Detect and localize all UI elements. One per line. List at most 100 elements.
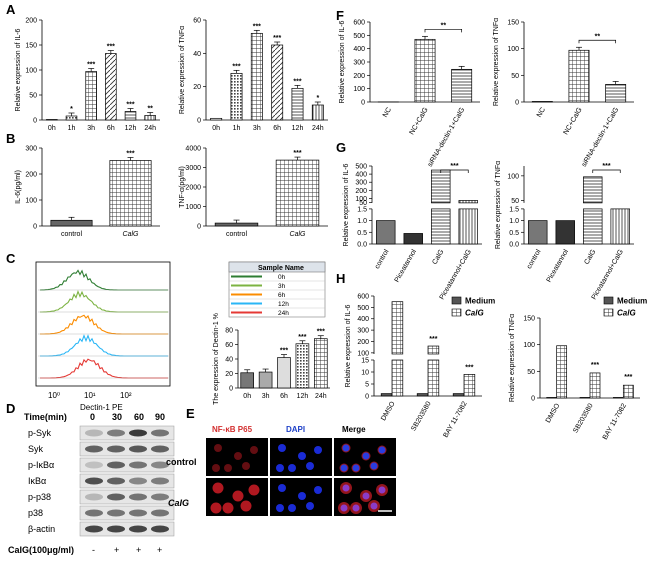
chart-F2-ytick-label: 100 bbox=[507, 46, 519, 53]
wb-band bbox=[85, 510, 103, 517]
chart-G1-ytick-label: 300 bbox=[355, 180, 367, 187]
chart-G1-ytick-label: 400 bbox=[355, 172, 367, 179]
if-cell-red bbox=[233, 491, 244, 502]
chart-H1-ytick-label: 600 bbox=[357, 294, 369, 301]
if-nucleus-merge bbox=[371, 463, 378, 470]
wb-band bbox=[107, 494, 125, 501]
if-cell-red bbox=[250, 446, 258, 454]
wb-band bbox=[151, 446, 169, 453]
wb-band bbox=[85, 446, 103, 453]
chart-H2-y-label: Relative expression of TNFα bbox=[509, 314, 516, 402]
chart-F2-bar bbox=[569, 50, 589, 102]
if-nucleus-blue bbox=[306, 462, 314, 470]
chart-C-bar bbox=[296, 344, 309, 388]
chart-G1-bracket-sig: *** bbox=[450, 163, 458, 170]
chart-H1-bar bbox=[417, 394, 428, 396]
if-nucleus-blue bbox=[276, 464, 284, 472]
chart-B1-sig: *** bbox=[126, 150, 134, 157]
wb-protein-label: Syk bbox=[28, 444, 44, 454]
if-nucleus-blue bbox=[314, 446, 322, 454]
chart-H1-y-label: Relative expression of IL-6 bbox=[345, 304, 352, 387]
chart-G2-xtick-label: Piceatannol bbox=[546, 248, 571, 284]
chart-A1-sig: *** bbox=[87, 62, 95, 69]
chart-G2-bar-low bbox=[583, 209, 602, 244]
cytometry-curve-12h bbox=[40, 336, 168, 356]
chart-C-sig: *** bbox=[317, 329, 325, 336]
chart-G2-ytick-label: 1.0 bbox=[509, 218, 519, 225]
panel-letter-b: B bbox=[6, 131, 15, 146]
chart-F2-ytick-label: 0 bbox=[515, 100, 519, 107]
chart-B1-y-label: IL-6(pg/ml) bbox=[15, 170, 22, 204]
chart-H1-ytick-label: 400 bbox=[357, 316, 369, 323]
if-nucleus-merge bbox=[363, 493, 370, 500]
wb-band bbox=[129, 510, 147, 517]
chart-H1-xtick-label: SB203580 bbox=[410, 400, 432, 432]
chart-H1-bar bbox=[428, 346, 439, 354]
wb-protein-label: p-Syk bbox=[28, 428, 52, 438]
chart-H2-xtick-label: SB203580 bbox=[572, 402, 594, 434]
western-blot: Time(min) 0 30 60 90 p-SykSykp-IκBαIκBαp… bbox=[8, 412, 174, 555]
wb-time-0: 0 bbox=[90, 412, 95, 422]
chart-G1-ytick-label: 1.5 bbox=[357, 206, 367, 213]
if-cell-red bbox=[234, 452, 242, 460]
cytometry-legend-header: Sample Name bbox=[258, 265, 304, 272]
chart-A2-y-label: Relative expression of TNFα bbox=[179, 26, 186, 114]
wb-band bbox=[107, 526, 125, 533]
chart-F2-y-label: Relative expression of TNFα bbox=[493, 18, 500, 106]
chart-G1-bar bbox=[376, 221, 395, 244]
chart-G2-xtick-label: Piceatannol+CalG bbox=[591, 249, 625, 302]
wb-protein-label: p-IκBα bbox=[28, 460, 54, 470]
wb-band bbox=[85, 430, 103, 437]
wb-band bbox=[107, 430, 125, 437]
cytometry-curves bbox=[38, 270, 170, 378]
chart-C-y-label: The expression of Dectin-1 % bbox=[213, 313, 220, 405]
chart-F1-xtick-label: siRNA-dectin-1+CalG bbox=[427, 106, 467, 168]
chart-F1-ytick-label: 500 bbox=[353, 33, 365, 40]
chart-F1-y-label: Relative expression of IL-6 bbox=[339, 20, 346, 103]
wb-sign-0: - bbox=[92, 545, 95, 555]
wb-sign-2: + bbox=[136, 545, 141, 555]
cytometry-curve-6h bbox=[40, 315, 168, 334]
if-cell-red bbox=[214, 444, 222, 452]
wb-sign-1: + bbox=[114, 545, 119, 555]
panel-letter-a: A bbox=[6, 2, 16, 17]
chart-F1-xtick-label: NC bbox=[382, 107, 393, 119]
cytometry-curve-24h bbox=[40, 359, 168, 378]
wb-sign-3: + bbox=[157, 545, 162, 555]
legend-swatch-medium bbox=[452, 297, 461, 304]
chart-G2-ytick-label: 100 bbox=[507, 173, 519, 180]
cytometry-legend-label: 6h bbox=[278, 292, 286, 299]
chart-A1-xtick-label: 12h bbox=[125, 125, 137, 132]
chart-A1-sig: * bbox=[70, 106, 73, 113]
if-nucleus-blue bbox=[278, 444, 286, 452]
cytometry-legend-label: 12h bbox=[278, 301, 289, 308]
chart-B1-xtick-label: control bbox=[61, 231, 82, 238]
chart-A2-ytick-label: 40 bbox=[193, 51, 201, 58]
if-nucleus-merge bbox=[379, 447, 386, 454]
cytometry-curve-0h bbox=[40, 270, 168, 290]
immunofluorescence: NF-κB P65 DAPI Merge control CaIG bbox=[166, 425, 396, 516]
chart-F2-bar bbox=[606, 84, 626, 102]
chart-H1-bar-low bbox=[428, 360, 439, 396]
if-nucleus-merge bbox=[343, 445, 350, 452]
chart-A2-bar bbox=[231, 73, 242, 120]
chart-H2-sig: *** bbox=[591, 362, 599, 369]
chart-H1-sig: *** bbox=[429, 336, 437, 343]
chart-F2-ytick-label: 50 bbox=[511, 73, 519, 80]
chart-A2-xtick-label: 24h bbox=[312, 125, 324, 132]
chart-A1-sig: *** bbox=[107, 44, 115, 51]
if-cell-red bbox=[213, 483, 224, 494]
chart-A2-xtick-label: 3h bbox=[253, 125, 261, 132]
chart-B2-ytick-label: 0 bbox=[197, 224, 201, 231]
chart-A1-ytick-label: 200 bbox=[25, 18, 37, 25]
chart-A1-xtick-label: 24h bbox=[144, 125, 156, 132]
cytometry-curve-3h bbox=[40, 292, 168, 312]
wb-band bbox=[151, 526, 169, 533]
wb-protein-label: p-p38 bbox=[28, 492, 51, 502]
if-nucleus-merge bbox=[341, 465, 348, 472]
wb-time-label: Time(min) bbox=[24, 412, 67, 422]
